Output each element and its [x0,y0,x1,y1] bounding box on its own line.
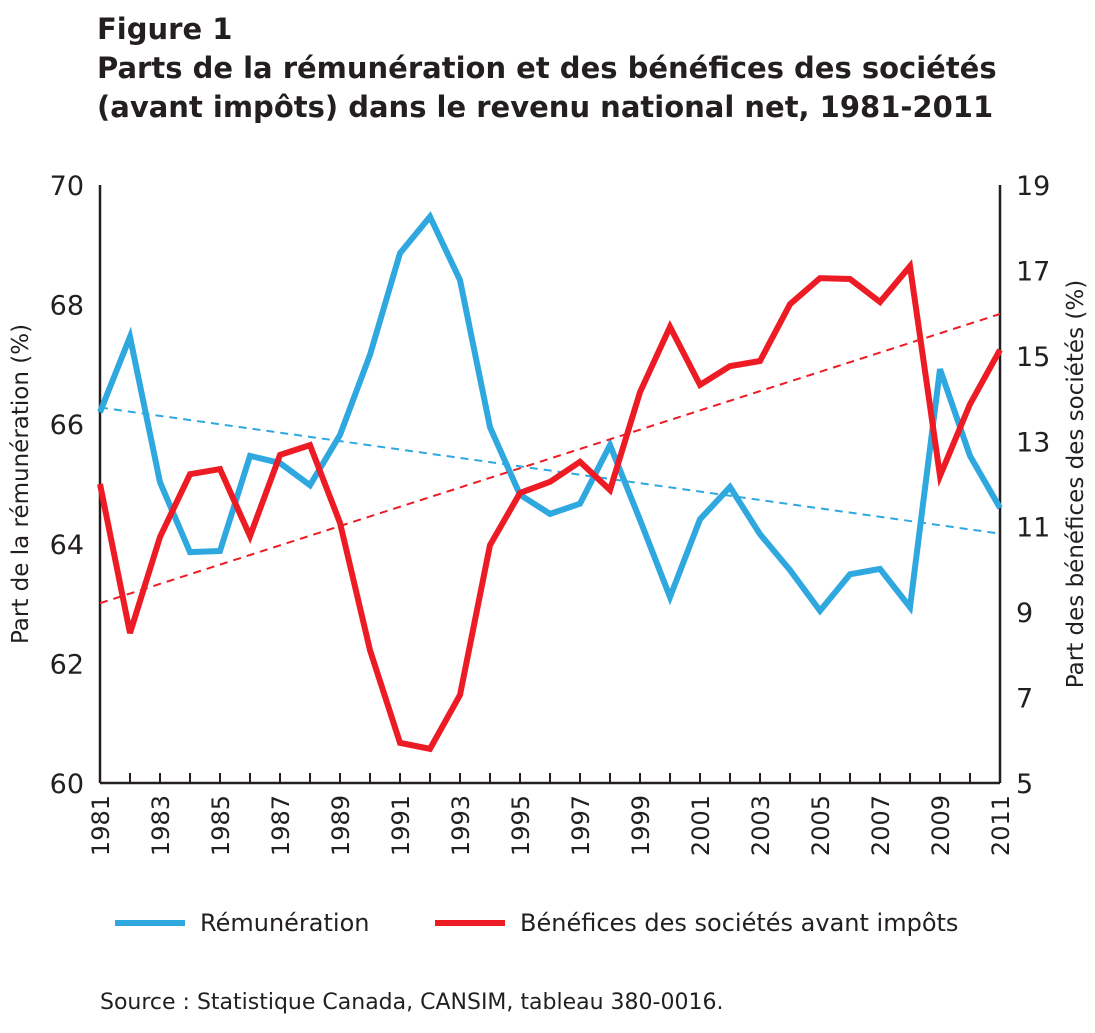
x-tick-label: 1997 [567,795,595,856]
x-tick-label: 1989 [327,795,355,856]
y-tick-label: 64 [50,530,84,561]
y-tick-label: 70 [50,171,84,202]
x-tick-label: 2011 [987,795,1015,856]
x-tick-label: 2003 [747,795,775,856]
title-line-1: Parts de la rémunération et des bénéfice… [97,51,997,85]
y2-tick-label: 9 [1016,598,1033,629]
x-tick-label: 1995 [507,795,535,856]
x-tick-label: 1985 [207,795,235,856]
y2-tick-label: 7 [1016,684,1033,715]
series-line-benefices [97,259,1003,753]
x-tick-label: 1999 [627,795,655,856]
x-tick-label: 1991 [387,795,415,856]
x-tick-label: 1993 [447,795,475,856]
y-tick-label: 68 [50,291,84,322]
y2-axis-label: Part des bénéfices des sociétés (%) [1063,280,1089,688]
x-tick-label: 1983 [147,795,175,856]
legend-label: Rémunération [200,909,369,937]
y2-tick-label: 17 [1016,256,1050,287]
trend-line-remuneration [99,406,1001,535]
x-tick-label: 2005 [807,795,835,856]
y2-tick-label: 13 [1016,427,1050,458]
y2-tick-label: 5 [1016,769,1033,800]
x-tick-label: 2009 [927,795,955,856]
y-tick-label: 66 [50,410,84,441]
x-tick-label: 1987 [267,795,295,856]
figure-label: Figure 1 [97,12,233,46]
x-tick-label: 2007 [867,795,895,856]
series-line-remuneration [97,211,1003,616]
y-tick-label: 62 [50,649,84,680]
title-line-2: (avant impôts) dans le revenu national n… [97,90,994,124]
chart-title: Figure 1 Parts de la rémunération et des… [97,10,997,127]
x-tick-label: 1981 [87,795,115,856]
trend-line-benefices [99,313,1001,605]
legend-label: Bénéfices des sociétés avant impôts [520,909,958,937]
y2-tick-label: 19 [1016,171,1050,202]
y2-tick-label: 15 [1016,342,1050,373]
y-axis-label: Part de la rémunération (%) [8,324,34,644]
x-tick-label: 2001 [687,795,715,856]
y-tick-label: 60 [50,769,84,800]
source-note: Source : Statistique Canada, CANSIM, tab… [100,990,724,1015]
y2-tick-label: 11 [1016,513,1050,544]
